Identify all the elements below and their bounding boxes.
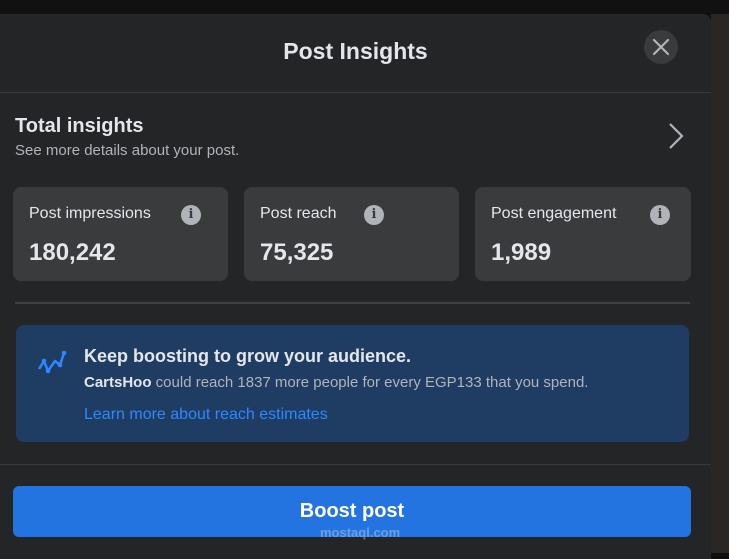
trend-chart-icon: [37, 350, 67, 374]
tip-body: could reach 1837 more people for every E…: [151, 374, 589, 391]
close-button[interactable]: [644, 30, 678, 64]
close-icon: [652, 38, 670, 56]
metric-label: Post engagement: [491, 205, 617, 222]
metric-label: Post reach: [260, 205, 337, 222]
info-icon[interactable]: i: [364, 205, 384, 225]
page-name: CartsHoo: [84, 374, 152, 391]
metric-value: 75,325: [260, 239, 334, 266]
dialog-title: Post Insights: [283, 38, 428, 64]
post-insights-dialog: Post Insights Total insights See more de…: [0, 14, 711, 559]
total-insights-title: Total insights: [15, 115, 144, 137]
metric-card-impressions: Post impressions 180,242 i: [13, 187, 228, 281]
total-insights-subtitle: See more details about your post.: [15, 142, 240, 159]
metric-card-reach: Post reach 75,325 i: [244, 187, 459, 281]
metric-value: 1,989: [491, 239, 552, 266]
metric-value: 180,242: [29, 239, 116, 266]
total-insights-link[interactable]: Total insights See more details about yo…: [15, 115, 695, 159]
tip-text: CartsHoo could reach 1837 more people fo…: [84, 374, 588, 391]
metric-card-engagement: Post engagement 1,989 i: [475, 187, 691, 281]
tip-heading: Keep boosting to grow your audience.: [84, 346, 412, 366]
info-icon[interactable]: i: [650, 205, 670, 225]
background-page: [711, 14, 729, 553]
divider: [0, 464, 711, 465]
watermark: mostaql.com: [320, 525, 401, 540]
info-icon[interactable]: i: [181, 205, 201, 225]
chevron-right-icon[interactable]: [666, 122, 686, 150]
divider: [15, 302, 690, 304]
boost-post-button[interactable]: Boost post: [13, 486, 691, 537]
dialog-header: Post Insights: [0, 14, 711, 93]
learn-more-link[interactable]: Learn more about reach estimates: [84, 406, 328, 423]
background-topbar: [0, 0, 729, 14]
metric-label: Post impressions: [29, 205, 151, 222]
boost-tip-banner: Keep boosting to grow your audience. Car…: [16, 325, 689, 442]
